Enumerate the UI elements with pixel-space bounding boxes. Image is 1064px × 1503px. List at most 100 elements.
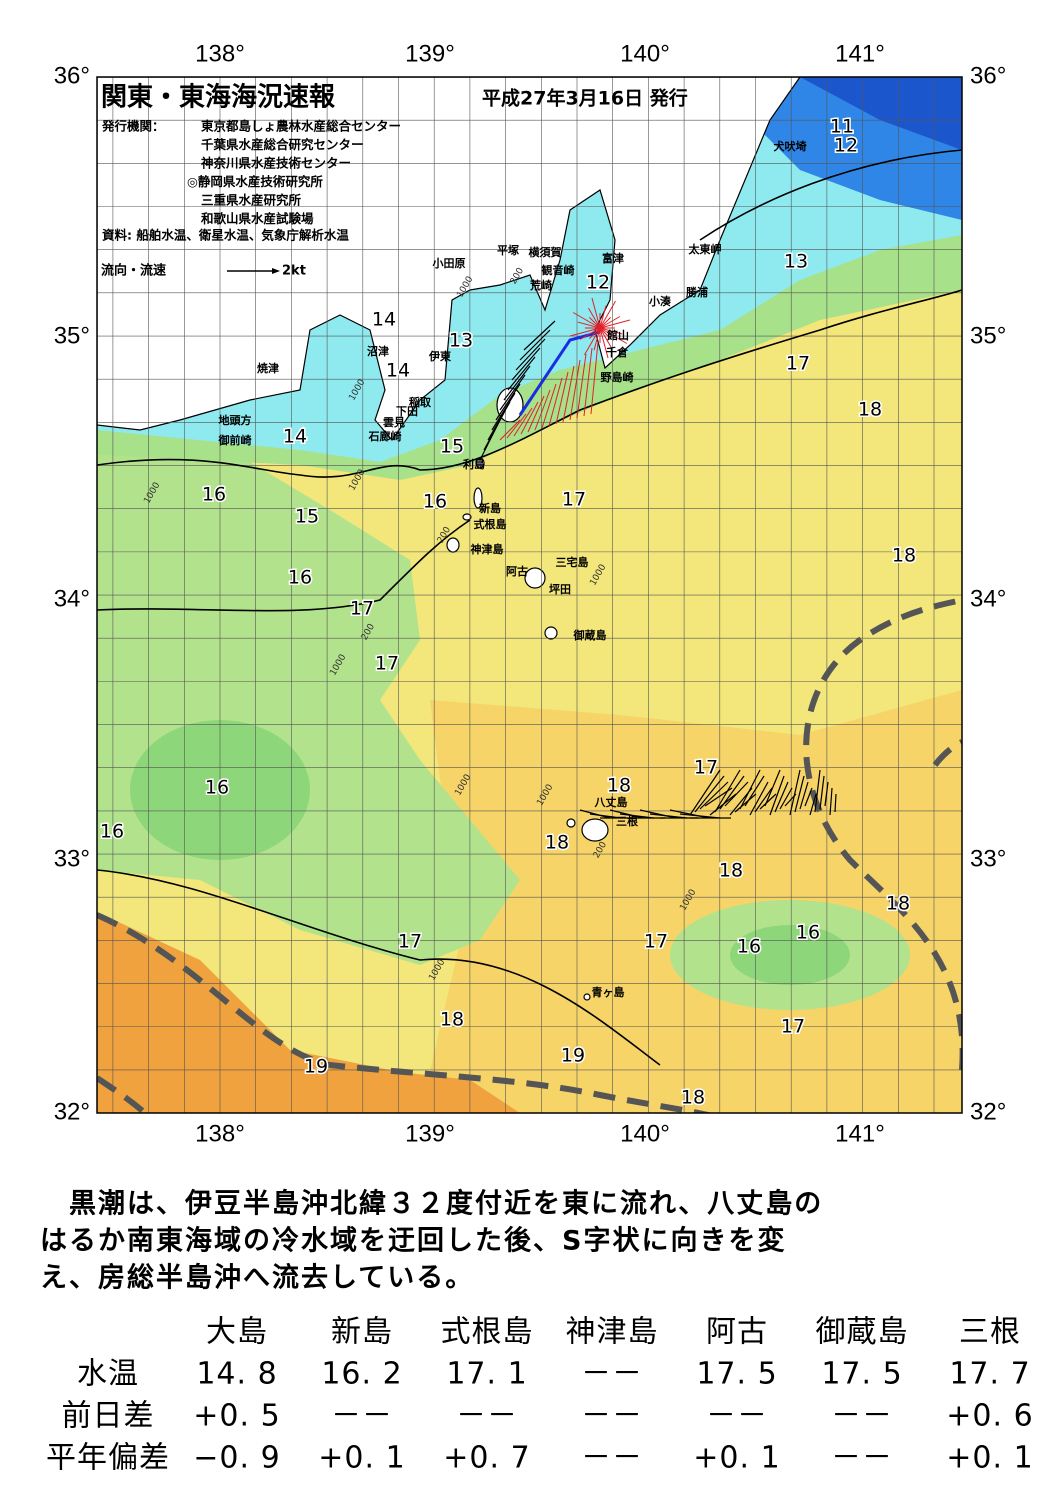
island <box>544 626 558 640</box>
isotherm-label: 17 <box>562 489 586 511</box>
arrow <box>789 769 801 816</box>
vector <box>569 327 601 337</box>
vector <box>599 317 611 329</box>
table-cell: +0. 5 <box>193 1399 280 1434</box>
table-header: 阿古 <box>706 1315 768 1350</box>
place-name: 式根島 <box>474 517 507 531</box>
vector <box>584 327 601 356</box>
isotherm-label: 16 <box>202 484 226 506</box>
lon-label: 139° <box>405 40 455 67</box>
table-cell: +0. 6 <box>946 1399 1033 1434</box>
island <box>473 487 483 509</box>
vector <box>599 327 623 335</box>
place-name: 小田原 <box>432 256 466 270</box>
vector <box>506 413 527 439</box>
place-name: 青ヶ島 <box>592 985 625 999</box>
kuroshio-path <box>97 912 713 1113</box>
place-name: 八丈島 <box>594 795 628 809</box>
vector <box>591 297 601 329</box>
title: 関東・東海海況速報 <box>101 83 336 113</box>
vector <box>590 341 599 415</box>
isotherm-label: 16 <box>737 936 761 958</box>
table-cell: +0. 7 <box>443 1441 530 1476</box>
place-name: 地頭方 <box>219 413 252 427</box>
arrow <box>749 781 769 816</box>
arrow <box>699 781 729 810</box>
isotherm-label: 16 <box>100 821 124 843</box>
lat-label: 36° <box>54 62 90 89</box>
row-label: 前日差 <box>62 1399 155 1434</box>
vector <box>576 353 587 419</box>
arrow <box>507 356 536 391</box>
arrow <box>503 365 531 401</box>
vector <box>577 321 601 329</box>
arrow <box>579 809 611 819</box>
lat-label: 36° <box>970 62 1006 89</box>
table-cell: 17. 5 <box>696 1357 777 1392</box>
vector <box>599 300 616 329</box>
arrow <box>779 787 793 810</box>
paragraph-line: え、房総半島沖へ流去している。 <box>40 1262 474 1294</box>
isotherm-label: 19 <box>304 1056 328 1078</box>
arrow <box>834 793 837 813</box>
isotherms <box>97 149 962 1066</box>
isotherm-label: 18 <box>440 1009 464 1031</box>
isotherm-label: 15 <box>440 436 464 458</box>
arrow <box>609 809 644 819</box>
legend-scale: 2kt <box>282 264 306 279</box>
isotherm-label: 16 <box>288 567 312 589</box>
legend-label: 流向・流速 <box>101 263 166 279</box>
publisher: 三重県水産研究所 <box>201 193 302 208</box>
vector <box>513 407 533 437</box>
vector <box>599 327 612 349</box>
legend-arrow-head <box>272 268 280 274</box>
row-label: 水温 <box>77 1357 139 1392</box>
arrow <box>523 320 556 351</box>
paragraph-line: 黒潮は、伊豆半島沖北緯３２度付近を東に流れ、八丈島の <box>40 1188 823 1220</box>
place-name: 富津 <box>602 251 624 265</box>
arrow <box>804 787 813 807</box>
isotherm-label: 14 <box>372 309 396 331</box>
isotherm <box>97 289 962 478</box>
lon-label: 141° <box>835 40 885 67</box>
island <box>446 537 460 553</box>
isotherm-label: 12 <box>586 272 610 294</box>
table-header: 式根島 <box>441 1315 534 1350</box>
vector <box>599 305 607 329</box>
arrow <box>515 338 546 371</box>
isotherm-label: 18 <box>545 832 569 854</box>
land <box>97 77 801 441</box>
arrow <box>809 793 817 816</box>
vector <box>555 371 569 425</box>
isotherm-label: 18 <box>607 775 631 797</box>
isotherm-label: 14 <box>283 426 307 448</box>
island <box>583 993 591 1001</box>
row-label: 平年偏差 <box>46 1441 170 1476</box>
arrow <box>511 347 541 381</box>
vector <box>569 359 581 421</box>
vector <box>599 327 611 339</box>
lon-label: 139° <box>405 1120 455 1147</box>
vector <box>527 395 545 433</box>
current-vectors <box>499 297 631 441</box>
arrow <box>819 775 825 810</box>
table-cell: －－ <box>581 1441 643 1476</box>
place-name: 太東岬 <box>688 242 722 256</box>
arrow <box>724 781 749 807</box>
table-header: 新島 <box>331 1315 393 1350</box>
arrow <box>829 787 833 816</box>
publisher: ◎静岡県水産技術研究所 <box>187 174 323 189</box>
place-name: 荒崎 <box>529 278 552 292</box>
isotherm-label: 17 <box>781 1016 805 1038</box>
arrow <box>589 813 622 819</box>
isotherm-label: 17 <box>350 598 374 620</box>
arrow <box>679 813 721 819</box>
isotherm-label: 15 <box>295 506 319 528</box>
arrow <box>491 392 516 431</box>
current-arrows <box>479 320 837 819</box>
place-name: 観音崎 <box>542 263 575 277</box>
isotherm-label: 11 <box>830 116 854 138</box>
table-cell: －－ <box>581 1357 643 1392</box>
lat-label: 34° <box>54 585 90 612</box>
vector <box>499 419 521 441</box>
